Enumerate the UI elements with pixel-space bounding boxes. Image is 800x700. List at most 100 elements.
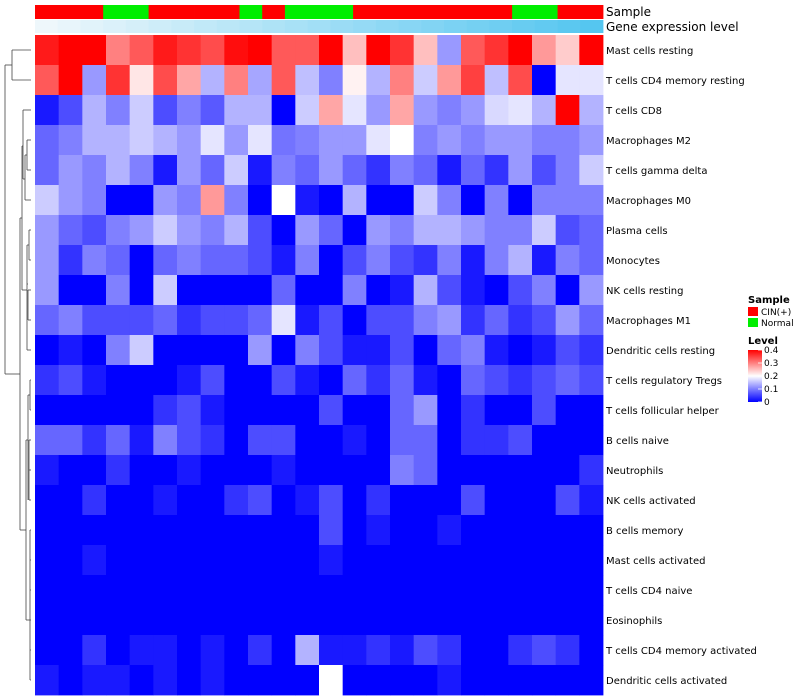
heatmap-cell (35, 125, 60, 156)
heatmap-cell (413, 275, 438, 306)
heatmap-cell (390, 575, 415, 606)
heatmap-cell (153, 245, 178, 276)
heatmap-cell (58, 245, 83, 276)
heatmap-cell (532, 515, 557, 546)
heatmap-cell (508, 455, 533, 486)
heatmap-cell (177, 665, 202, 696)
heatmap-cell (35, 395, 60, 426)
heatmap-cell (484, 665, 509, 696)
heatmap-cell (224, 155, 249, 186)
heatmap-cell (58, 335, 83, 366)
heatmap-cell (342, 305, 367, 336)
heatmap-cell (106, 155, 131, 186)
heatmap-cell (437, 545, 462, 576)
heatmap-cell (579, 65, 604, 96)
heatmap-cell (366, 395, 391, 426)
heatmap-cell (579, 515, 604, 546)
heatmap-cell (437, 305, 462, 336)
heatmap-cell (579, 545, 604, 576)
heatmap-cell (437, 515, 462, 546)
heatmap-cell (366, 305, 391, 336)
sample-annotation-cell (421, 5, 445, 19)
heatmap-cell (224, 545, 249, 576)
heatmap-cell (319, 365, 344, 396)
heatmap-cell (177, 155, 202, 186)
sample-annotation-cell (194, 5, 218, 19)
heatmap-cell (35, 305, 60, 336)
heatmap-cell (366, 635, 391, 666)
heatmap-cell (319, 185, 344, 216)
row-dendrogram (4, 49, 31, 681)
heatmap-cell (366, 185, 391, 216)
heatmap-cell (200, 215, 225, 246)
expression-annotation-cell (125, 20, 149, 33)
heatmap-cell (82, 395, 107, 426)
heatmap-cell (58, 425, 83, 456)
heatmap-cell (58, 95, 83, 126)
heatmap-cell (484, 125, 509, 156)
heatmap-cell (177, 305, 202, 336)
heatmap-cell (153, 635, 178, 666)
heatmap-cell (295, 455, 320, 486)
heatmap-cell (532, 35, 557, 66)
heatmap-cell (413, 365, 438, 396)
heatmap-cell (319, 635, 344, 666)
heatmap-cell (129, 185, 154, 216)
heatmap-cell (35, 455, 60, 486)
heatmap-cell (319, 215, 344, 246)
heatmap-cell (342, 365, 367, 396)
heatmap-cell (224, 395, 249, 426)
heatmap-cell (224, 275, 249, 306)
heatmap-cell (413, 65, 438, 96)
heatmap-cell (153, 65, 178, 96)
heatmap-cell (413, 125, 438, 156)
heatmap-cell (413, 635, 438, 666)
heatmap-cell (58, 605, 83, 636)
heatmap-cell (271, 575, 296, 606)
heatmap-cell (106, 305, 131, 336)
heatmap-cell (153, 215, 178, 246)
heatmap-cell (295, 305, 320, 336)
heatmap-cell (58, 665, 83, 696)
heatmap-cell (106, 575, 131, 606)
heatmap-cell (177, 605, 202, 636)
heatmap-cell (555, 365, 580, 396)
heatmap-cell (35, 65, 60, 96)
heatmap-cell (579, 95, 604, 126)
heatmap-cell (82, 635, 107, 666)
heatmap-cell (295, 335, 320, 366)
heatmap-cell (579, 665, 604, 696)
heatmap-cell (248, 365, 273, 396)
heatmap-cell (200, 395, 225, 426)
heatmap-cell (532, 125, 557, 156)
heatmap-cell (200, 155, 225, 186)
heatmap-cell (390, 65, 415, 96)
heatmap-cell (248, 155, 273, 186)
heatmap-cell (366, 515, 391, 546)
heatmap-cell (390, 125, 415, 156)
sample-annotation-cell (171, 5, 195, 19)
heatmap-cell (579, 605, 604, 636)
heatmap-cell (532, 155, 557, 186)
heatmap-cell (153, 545, 178, 576)
heatmap-cell (579, 635, 604, 666)
expression-annotation-cell (239, 20, 263, 33)
heatmap-cell (200, 35, 225, 66)
row-label: Monocytes (606, 256, 660, 267)
legend-level-title: Level (748, 336, 778, 347)
heatmap-cell (413, 155, 438, 186)
heatmap-cell (200, 485, 225, 516)
heatmap-cell (342, 485, 367, 516)
heatmap-cell (200, 185, 225, 216)
heatmap-cell (390, 425, 415, 456)
heatmap-cell (437, 95, 462, 126)
sample-annotation-cell (148, 5, 172, 19)
heatmap-cell (200, 275, 225, 306)
heatmap-cell (248, 65, 273, 96)
heatmap-cell (366, 575, 391, 606)
legend-level-ticks: 0.4 0.3 0.2 0.1 0 (758, 346, 779, 408)
heatmap-cell (177, 545, 202, 576)
heatmap-cell (106, 425, 131, 456)
heatmap-cell (224, 335, 249, 366)
